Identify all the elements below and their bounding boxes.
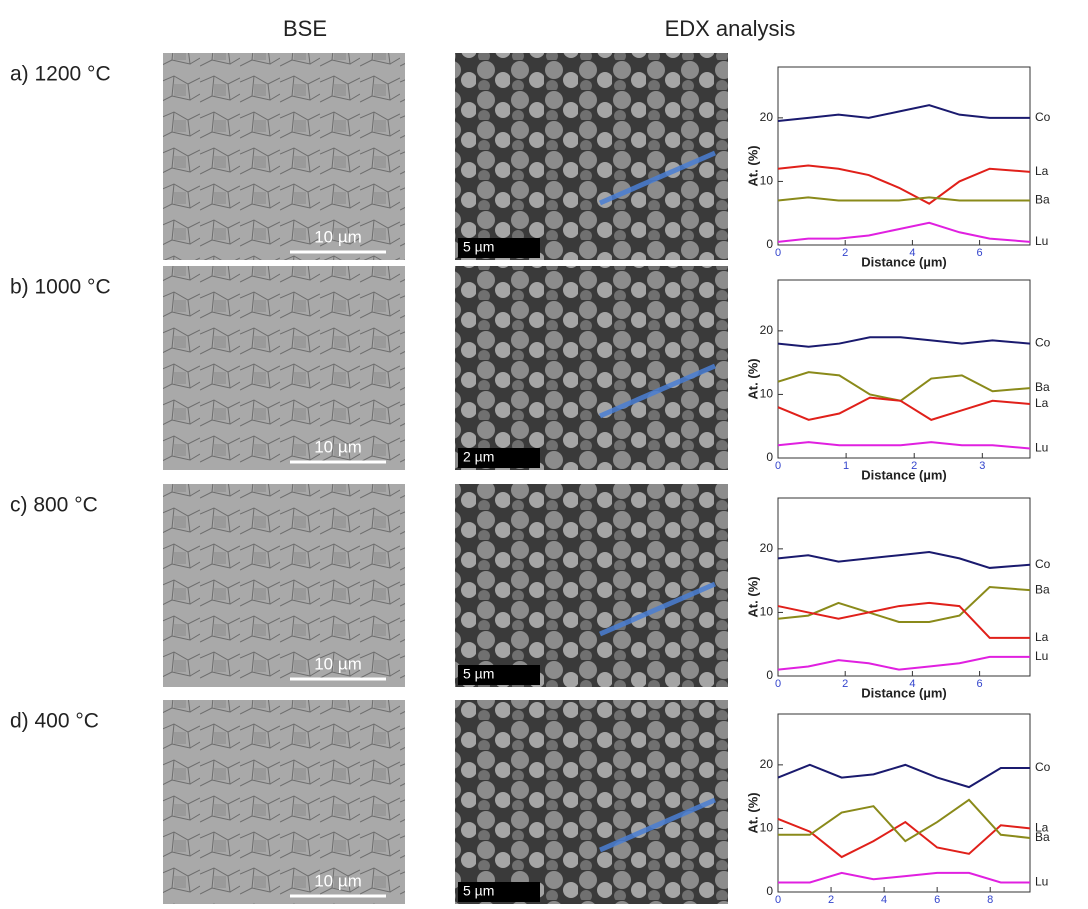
y-axis-label: At. (%) <box>745 145 760 186</box>
y-axis-label: At. (%) <box>745 576 760 617</box>
scale-label: 5 µm <box>463 666 494 682</box>
series-line <box>778 197 1030 200</box>
x-tick-label: 0 <box>775 460 781 472</box>
series-label: Ba <box>1035 582 1050 596</box>
x-tick-label: 1 <box>843 460 849 472</box>
series-line <box>778 442 1030 448</box>
scale-label: 2 µm <box>463 449 494 465</box>
series-label: La <box>1035 630 1049 644</box>
y-tick-label: 20 <box>760 110 774 124</box>
x-axis-label: Distance (µm) <box>861 467 947 482</box>
series-label: La <box>1035 396 1049 410</box>
edx-image <box>455 484 728 687</box>
series-label: Ba <box>1035 380 1050 394</box>
series-label: Co <box>1035 557 1051 571</box>
edx-image <box>455 700 728 904</box>
series-line <box>778 800 1030 841</box>
plot-frame <box>778 714 1030 892</box>
series-label: La <box>1035 164 1049 178</box>
x-tick-label: 0 <box>775 894 781 904</box>
row-label: a) 1200 °C <box>10 63 111 86</box>
column-header: BSE <box>283 16 327 41</box>
x-tick-label: 6 <box>977 678 983 690</box>
x-tick-label: 3 <box>979 460 985 472</box>
bse-image <box>163 484 405 687</box>
column-header: EDX analysis <box>665 16 796 41</box>
series-label: Ba <box>1035 193 1050 207</box>
plot-frame <box>778 280 1030 458</box>
bse-image <box>163 53 405 260</box>
series-label: Ba <box>1035 830 1050 844</box>
series-line <box>778 552 1030 568</box>
series-label: Co <box>1035 110 1051 124</box>
series-label: Lu <box>1035 875 1048 889</box>
x-tick-label: 8 <box>987 894 993 904</box>
y-tick-label: 20 <box>760 757 774 771</box>
scale-label: 5 µm <box>463 239 494 255</box>
y-tick-label: 20 <box>760 541 774 555</box>
x-tick-label: 2 <box>828 894 834 904</box>
y-tick-label: 0 <box>766 668 773 682</box>
y-tick-label: 0 <box>766 884 773 898</box>
series-line <box>778 603 1030 638</box>
y-axis-label: At. (%) <box>745 792 760 833</box>
series-label: Co <box>1035 760 1051 774</box>
scale-label: 10 µm <box>314 871 362 890</box>
series-label: Lu <box>1035 649 1048 663</box>
y-tick-label: 10 <box>760 387 774 401</box>
bse-image <box>163 266 405 470</box>
row-label: b) 1000 °C <box>10 276 111 299</box>
figure: BSE EDX analysis a) 1200 °C 10 µm 5 µm b) 1… <box>0 0 1088 904</box>
series-line <box>778 337 1030 347</box>
x-tick-label: 6 <box>977 247 983 259</box>
x-tick-label: 2 <box>842 678 848 690</box>
row-label: c) 800 °C <box>10 494 98 517</box>
y-tick-label: 10 <box>760 605 774 619</box>
series-line <box>778 105 1030 121</box>
x-tick-label: 0 <box>775 678 781 690</box>
series-line <box>778 223 1030 242</box>
scale-label: 10 µm <box>314 437 362 456</box>
y-tick-label: 10 <box>760 821 774 835</box>
series-line <box>778 873 1030 883</box>
series-line <box>778 657 1030 670</box>
scale-label: 10 µm <box>314 227 362 246</box>
x-tick-label: 2 <box>842 247 848 259</box>
x-axis-label: Distance (µm) <box>861 685 947 700</box>
y-tick-label: 20 <box>760 323 774 337</box>
bse-image <box>163 700 405 904</box>
edx-image <box>455 53 728 260</box>
series-label: Lu <box>1035 441 1048 455</box>
edx-image <box>455 266 728 470</box>
scale-label: 5 µm <box>463 883 494 899</box>
series-line <box>778 398 1030 420</box>
row-label: d) 400 °C <box>10 710 99 733</box>
plot-frame <box>778 67 1030 245</box>
scale-label: 10 µm <box>314 654 362 673</box>
series-label: Lu <box>1035 234 1048 248</box>
series-line <box>778 765 1030 787</box>
y-axis-label: At. (%) <box>745 358 760 399</box>
series-line <box>778 372 1030 401</box>
x-axis-label: Distance (µm) <box>861 254 947 269</box>
y-tick-label: 10 <box>760 174 774 188</box>
series-line <box>778 587 1030 622</box>
y-tick-label: 0 <box>766 450 773 464</box>
x-tick-label: 0 <box>775 247 781 259</box>
y-tick-label: 0 <box>766 237 773 251</box>
series-label: Co <box>1035 336 1051 350</box>
